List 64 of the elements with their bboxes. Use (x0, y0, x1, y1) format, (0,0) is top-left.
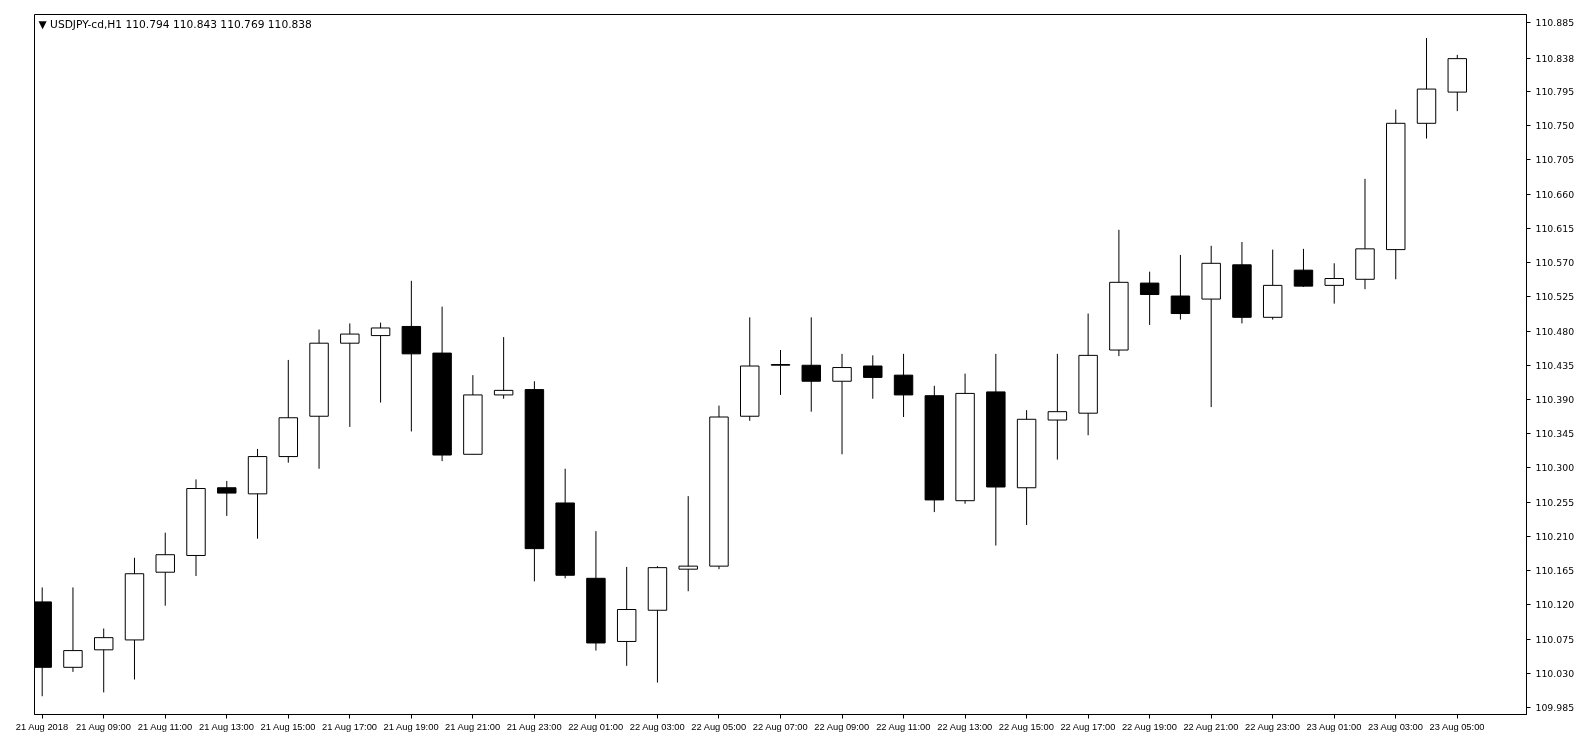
x-tick-label: 21 Aug 13:00 (199, 721, 255, 732)
x-tick-label: 22 Aug 15:00 (998, 721, 1054, 732)
x-tick-label: 22 Aug 17:00 (1060, 721, 1116, 732)
candlestick (1139, 271, 1160, 326)
candlestick (770, 349, 791, 396)
x-tick-label: 21 Aug 21:00 (445, 721, 501, 732)
x-tick-label: 21 Aug 2018 (15, 721, 69, 732)
x-tick-label: 22 Aug 01:00 (568, 721, 624, 732)
y-tick-label: 110.300 (1535, 462, 1575, 474)
candlestick (832, 353, 852, 455)
candlestick (1047, 353, 1068, 461)
chart-title: ▼ USDJPY-cd,H1 110.794 110.843 110.769 110.838 (38, 17, 313, 31)
y-tick-label: 110.345 (1535, 428, 1575, 440)
y-tick-label: 110.525 (1535, 291, 1575, 303)
x-tick-label: 22 Aug 13:00 (937, 721, 993, 732)
y-tick-label: 110.660 (1535, 188, 1575, 200)
y-tick-label: 110.615 (1535, 222, 1575, 234)
candlestick (63, 586, 83, 673)
y-tick-label: 110.255 (1535, 496, 1575, 508)
y-tick-label: 110.075 (1535, 633, 1575, 645)
y-tick-label: 110.030 (1535, 667, 1575, 679)
x-tick-label: 21 Aug 15:00 (260, 721, 316, 732)
y-tick-label: 110.838 (1535, 53, 1575, 65)
candlestick (801, 316, 821, 413)
y-tick-label: 110.750 (1535, 120, 1575, 132)
x-tick-label: 22 Aug 07:00 (752, 721, 808, 732)
x-tick-label: 21 Aug 17:00 (322, 721, 378, 732)
x-tick-label: 21 Aug 11:00 (137, 721, 193, 732)
candlestick (217, 480, 237, 517)
y-tick-label: 110.570 (1535, 257, 1575, 269)
candlestick (370, 322, 391, 404)
x-tick-label: 21 Aug 09:00 (75, 721, 131, 732)
y-tick-label: 110.435 (1535, 359, 1575, 371)
candlestick (1293, 248, 1314, 288)
candlestick (93, 628, 114, 693)
candlestick (155, 532, 175, 607)
y-tick-label: 110.390 (1535, 394, 1575, 405)
candlestick (1170, 254, 1191, 321)
x-tick-label: 22 Aug 23:00 (1244, 721, 1300, 732)
y-tick-label: 110.210 (1535, 530, 1575, 542)
candlestick (493, 336, 514, 400)
x-tick-label: 23 Aug 05:00 (1429, 721, 1485, 732)
x-tick-label: 21 Aug 19:00 (383, 721, 439, 732)
candlestick (863, 354, 883, 400)
y-tick-label: 110.480 (1535, 325, 1575, 337)
y-tick-label: 110.120 (1535, 599, 1575, 611)
x-tick-label: 22 Aug 03:00 (629, 721, 685, 732)
candlestick (340, 322, 360, 428)
x-tick-label: 23 Aug 01:00 (1306, 721, 1362, 732)
y-tick-label: 110.165 (1535, 565, 1575, 577)
x-tick-label: 21 Aug 23:00 (506, 721, 562, 732)
x-tick-label: 22 Aug 19:00 (1121, 721, 1177, 732)
y-tick-label: 109.985 (1535, 702, 1575, 714)
x-tick-label: 22 Aug 11:00 (876, 721, 931, 732)
y-tick-label: 110.705 (1535, 154, 1575, 166)
candlestick (678, 495, 698, 592)
x-tick-label: 22 Aug 09:00 (814, 721, 870, 732)
candlestick (893, 353, 914, 418)
y-tick-label: 110.885 (1535, 17, 1575, 29)
x-tick-label: 23 Aug 03:00 (1368, 721, 1424, 732)
y-tick-label: 110.795 (1535, 85, 1575, 97)
candlestick (1324, 262, 1344, 305)
x-tick-label: 22 Aug 21:00 (1183, 721, 1239, 732)
x-tick-label: 22 Aug 05:00 (691, 721, 747, 732)
